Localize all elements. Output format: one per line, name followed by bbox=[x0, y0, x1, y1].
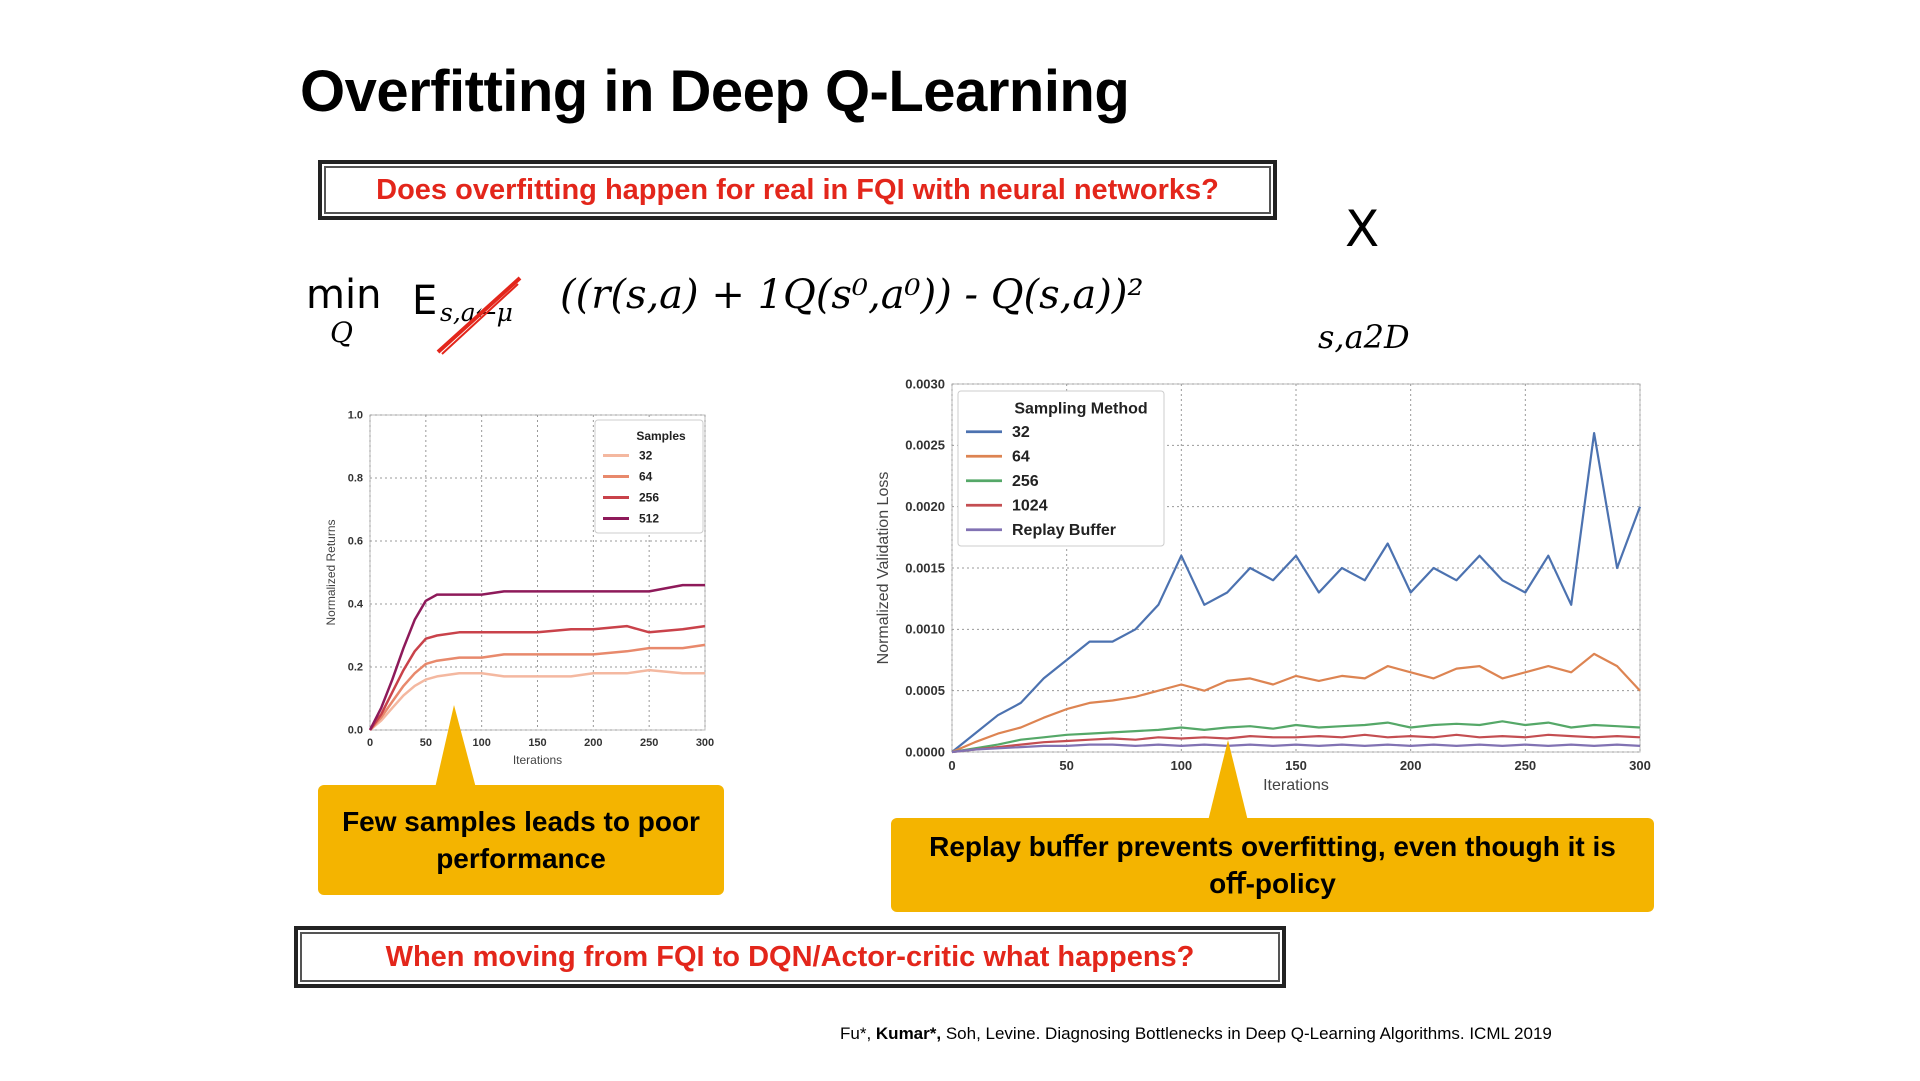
validation-loss-chart-x-tick: 200 bbox=[1400, 758, 1422, 773]
returns-chart-series-line-1 bbox=[369, 643, 706, 731]
equation-min-subscript: Q bbox=[330, 316, 353, 349]
question-bottom-text: When moving from FQI to DQN/Actor-critic… bbox=[385, 940, 1195, 973]
validation-loss-chart-series-line-1 bbox=[951, 652, 1641, 754]
validation-loss-chart-legend-label-2: 256 bbox=[1012, 473, 1039, 490]
returns-chart-y-tick: 1.0 bbox=[348, 410, 363, 422]
callout-right: Replay buﬀer prevents overfitting, even … bbox=[891, 818, 1654, 912]
question-box-top: Does overfitting happen for real in FQI … bbox=[318, 160, 1277, 220]
validation-loss-chart-series-line-0 bbox=[951, 432, 1642, 753]
validation-loss-chart-legend-label-4: Replay Buffer bbox=[1012, 522, 1116, 539]
question-top-text: Does overfitting happen for real in FQI … bbox=[376, 173, 1219, 206]
citation-bold: Kumar*, bbox=[875, 1024, 942, 1043]
callout-left: Few samples leads to poor performance bbox=[318, 785, 724, 895]
returns-chart-series-line-0 bbox=[369, 668, 705, 731]
validation-loss-chart-x-tick: 50 bbox=[1059, 758, 1073, 773]
validation-loss-chart-y-tick: 0.0025 bbox=[905, 438, 945, 453]
validation-loss-chart-y-tick: 0.0030 bbox=[905, 376, 945, 391]
validation-loss-chart-series-line-2 bbox=[951, 720, 1641, 754]
validation-loss-chart-y-tick: 0.0020 bbox=[905, 499, 945, 514]
validation-loss-chart-y-axis-label: Normalized Validation Loss bbox=[875, 472, 892, 665]
citation-prefix: Fu*, bbox=[840, 1024, 876, 1043]
returns-chart-legend-label-2: 256 bbox=[639, 491, 659, 505]
returns-chart-y-tick: 0.4 bbox=[348, 599, 364, 611]
citation: Fu*, Kumar*, Soh, Levine. Diagnosing Bot… bbox=[840, 1024, 1552, 1044]
validation-loss-chart-y-tick: 0.0010 bbox=[905, 622, 945, 637]
validation-loss-chart-x-tick: 100 bbox=[1170, 758, 1192, 773]
strike-through-mark bbox=[436, 276, 522, 355]
callout-left-text: Few samples leads to poor performance bbox=[342, 806, 700, 874]
equation-min: min bbox=[306, 272, 382, 318]
returns-chart-x-tick: 150 bbox=[528, 737, 546, 749]
returns-chart-y-tick: 0.2 bbox=[348, 662, 363, 674]
returns-chart-legend-label-1: 64 bbox=[639, 470, 653, 484]
returns-chart-x-tick: 200 bbox=[584, 737, 602, 749]
validation-loss-chart-x-axis-label: Iterations bbox=[1263, 777, 1329, 794]
returns-chart-x-tick: 50 bbox=[420, 737, 432, 749]
returns-chart-series-line-2 bbox=[368, 624, 706, 731]
citation-rest: Soh, Levine. Diagnosing Bottlenecks in D… bbox=[941, 1024, 1552, 1043]
returns-chart-series-line-3 bbox=[368, 583, 705, 731]
validation-loss-chart-legend-label-0: 32 bbox=[1012, 424, 1030, 441]
returns-chart-y-tick: 0.0 bbox=[348, 725, 363, 737]
equation-sum-subscript: s,a2D bbox=[1318, 318, 1410, 356]
returns-chart-legend-label-0: 32 bbox=[639, 449, 653, 463]
returns-chart-x-tick: 0 bbox=[367, 737, 373, 749]
equation: min Q E s,a←μ ((r(s,a) + 1Q(s⁰,a⁰)) - Q(… bbox=[300, 200, 1450, 368]
equation-body: ((r(s,a) + 1Q(s⁰,a⁰)) - Q(s,a))² bbox=[560, 272, 1144, 318]
returns-chart-legend-title: Samples bbox=[636, 429, 686, 443]
validation-loss-chart-legend-box bbox=[957, 390, 1165, 547]
returns-chart-y-axis-label: Normalized Returns bbox=[324, 519, 338, 625]
returns-chart-legend-box bbox=[594, 419, 704, 534]
validation-loss-chart-legend-title: Sampling Method bbox=[1014, 400, 1147, 417]
slide-title: Overfitting in Deep Q-Learning bbox=[300, 59, 1130, 124]
equation-expectation: E bbox=[412, 278, 438, 324]
validation-loss-chart-y-tick: 0.0015 bbox=[905, 560, 945, 575]
validation-loss-chart-x-tick: 250 bbox=[1514, 758, 1536, 773]
validation-loss-chart-x-tick: 300 bbox=[1629, 758, 1651, 773]
returns-chart-x-tick: 100 bbox=[472, 737, 490, 749]
returns-chart-x-axis-label: Iterations bbox=[513, 753, 562, 767]
equation-sum-symbol: X bbox=[1345, 200, 1380, 258]
returns-chart-y-tick: 0.8 bbox=[348, 473, 363, 485]
validation-loss-chart-legend-label-3: 1024 bbox=[1012, 498, 1048, 515]
validation-loss-chart-series-line-4 bbox=[951, 743, 1641, 754]
validation-loss-chart-x-tick: 0 bbox=[948, 758, 955, 773]
returns-chart-y-tick: 0.6 bbox=[348, 536, 363, 548]
question-box-bottom: When moving from FQI to DQN/Actor-critic… bbox=[294, 926, 1286, 988]
callout-right-text: Replay buﬀer prevents overfitting, even … bbox=[929, 831, 1616, 899]
validation-loss-chart-y-tick: 0.0005 bbox=[905, 683, 945, 698]
returns-chart-x-tick: 250 bbox=[640, 737, 658, 749]
validation-loss-chart-series-line-3 bbox=[951, 733, 1641, 754]
returns-chart-x-tick: 300 bbox=[696, 737, 714, 749]
validation-loss-chart-y-tick: 0.0000 bbox=[905, 744, 945, 759]
validation-loss-chart-legend-label-1: 64 bbox=[1012, 449, 1030, 466]
returns-chart: 0 50 100 150 200 250 300 0.0 0.2 0.4 0.6 0.8 1.0 Iter… bbox=[324, 410, 714, 767]
validation-loss-chart: 0 50 100 150 200 250 300 0.0000 0.0005 0.0010 0.00… bbox=[875, 376, 1651, 794]
validation-loss-chart-x-tick: 150 bbox=[1285, 758, 1307, 773]
returns-chart-legend-label-3: 512 bbox=[639, 512, 659, 526]
